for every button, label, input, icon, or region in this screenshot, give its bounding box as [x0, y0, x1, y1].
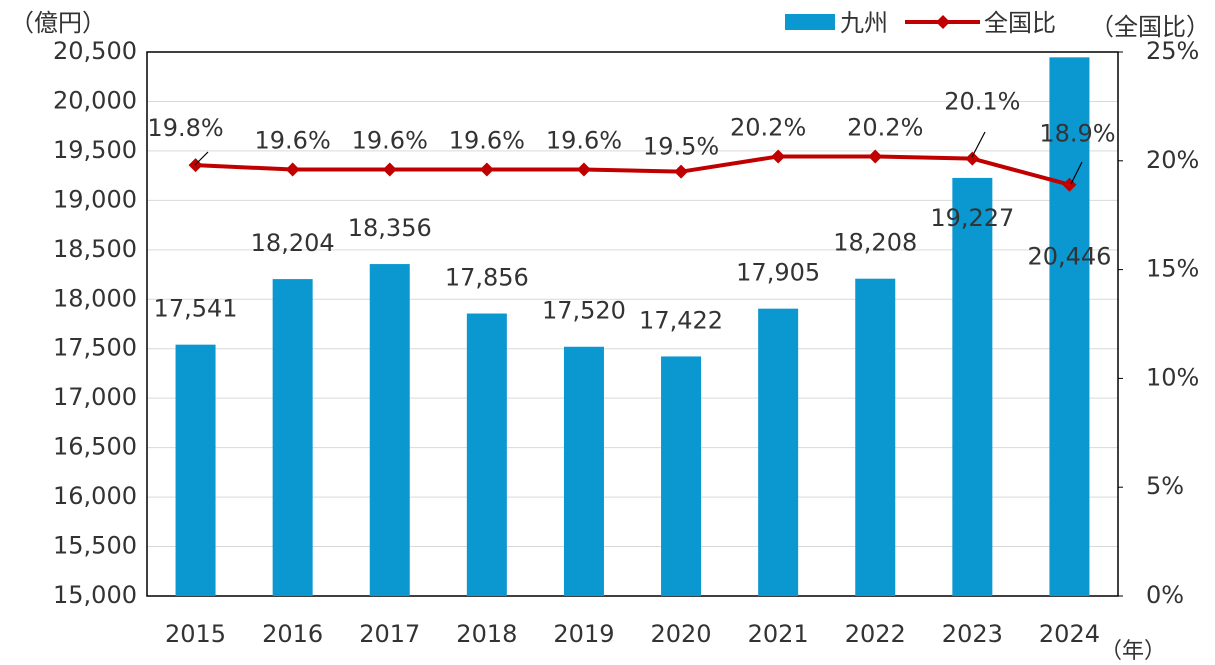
line-value-label: 20.1% [944, 88, 1020, 116]
leader-line [971, 131, 986, 158]
line-marker [382, 162, 397, 177]
bar [466, 313, 507, 596]
bar-value-label: 20,446 [1027, 242, 1111, 270]
y-tick-label: 19,000 [53, 185, 137, 213]
x-tick-label: 2024 [1039, 620, 1100, 648]
bar [175, 344, 216, 596]
line-value-label: 19.8% [147, 114, 223, 142]
x-axis-label: （年） [1100, 639, 1166, 664]
leader-line [1070, 161, 1083, 185]
line-marker [771, 149, 786, 164]
bar-value-label: 19,227 [930, 204, 1014, 232]
legend-swatch [785, 14, 835, 30]
bar [1049, 57, 1090, 597]
bar [272, 279, 313, 596]
y-tick-label: 20,500 [53, 37, 137, 65]
line-marker [868, 149, 883, 164]
y2-tick-label: 15% [1146, 255, 1199, 283]
legend-marker [936, 15, 950, 29]
line-value-label: 19.6% [449, 127, 525, 155]
line-marker [576, 162, 591, 177]
x-tick-label: 2022 [845, 620, 906, 648]
bar [563, 346, 604, 596]
line-value-label: 20.2% [730, 113, 806, 141]
y-tick-label: 19,500 [53, 136, 137, 164]
y-tick-label: 15,000 [53, 581, 137, 609]
bar-value-label: 17,520 [542, 297, 626, 325]
line-marker [965, 151, 980, 166]
bar [952, 177, 993, 597]
x-tick-label: 2016 [262, 620, 323, 648]
line-value-label: 19.6% [255, 127, 331, 155]
y2-tick-label: 10% [1146, 363, 1199, 391]
y2-axis-label: （全国比） [1090, 13, 1210, 41]
line-marker [285, 162, 300, 177]
y-tick-label: 16,500 [53, 433, 137, 461]
line-marker [674, 164, 689, 179]
bar [758, 308, 799, 596]
x-tick-label: 2021 [748, 620, 809, 648]
bar-value-label: 17,905 [736, 259, 820, 287]
leader-line [194, 151, 209, 166]
y-tick-label: 18,000 [53, 284, 137, 312]
line-marker [479, 162, 494, 177]
x-tick-label: 2018 [456, 620, 517, 648]
y-tick-label: 16,000 [53, 482, 137, 510]
y-tick-label: 15,500 [53, 532, 137, 560]
bar [661, 356, 702, 596]
line-value-label: 20.2% [847, 113, 923, 141]
bar-value-label: 17,422 [639, 306, 723, 334]
bar-value-label: 18,204 [251, 229, 335, 257]
y-tick-label: 20,000 [53, 86, 137, 114]
bar-value-label: 17,856 [445, 264, 529, 292]
x-tick-label: 2023 [942, 620, 1003, 648]
bar [369, 264, 410, 596]
plot-frame [146, 51, 1119, 597]
y-tick-label: 17,000 [53, 383, 137, 411]
line-value-label: 18.9% [1039, 120, 1115, 148]
legend-label: 九州 [840, 9, 888, 37]
line-value-label: 19.6% [546, 127, 622, 155]
x-tick-label: 2019 [553, 620, 614, 648]
line [195, 154, 1070, 187]
y-tick-label: 18,500 [53, 235, 137, 263]
x-tick-label: 2020 [651, 620, 712, 648]
y2-tick-label: 25% [1146, 37, 1199, 65]
y2-tick-label: 5% [1146, 472, 1184, 500]
line-value-label: 19.6% [352, 127, 428, 155]
bar [855, 278, 896, 596]
bar-value-label: 17,541 [154, 295, 238, 323]
legend-label: 全国比 [984, 9, 1056, 37]
y-tick-label: 17,500 [53, 334, 137, 362]
line-value-label: 19.5% [643, 133, 719, 161]
bar-value-label: 18,208 [833, 229, 917, 257]
bar-value-label: 18,356 [348, 214, 432, 242]
x-tick-label: 2015 [165, 620, 226, 648]
y2-tick-label: 20% [1146, 146, 1199, 174]
y-axis-label: （億円） [10, 9, 106, 37]
y2-tick-label: 0% [1146, 581, 1184, 609]
x-tick-label: 2017 [359, 620, 420, 648]
